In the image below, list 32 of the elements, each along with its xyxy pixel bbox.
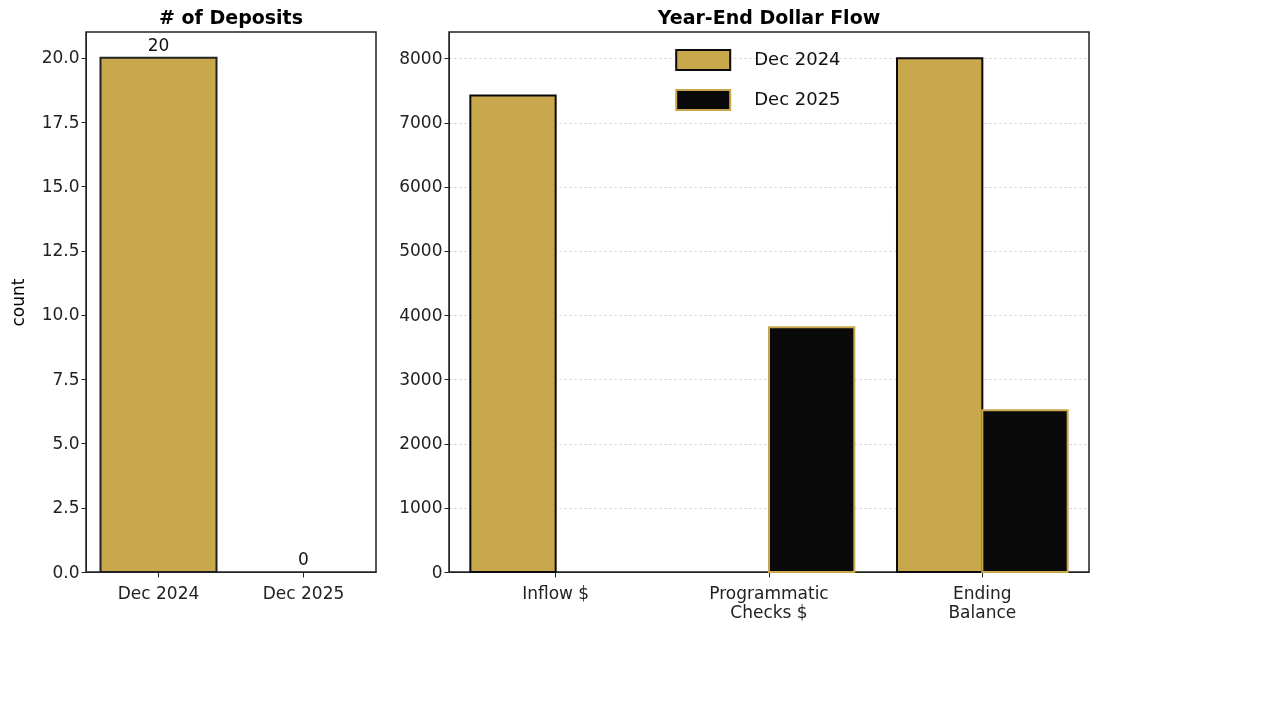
x-tick-label: Ending Balance [948, 582, 1017, 622]
chart-title: # of Deposits [159, 6, 303, 28]
y-tick-label: 20.0 [41, 47, 80, 68]
x-tick-label: Programmatic Checks $ [709, 582, 829, 622]
x-tick-label: Dec 2025 [262, 582, 345, 603]
y-tick-label: 1000 [399, 497, 443, 518]
y-axis-title: count [7, 278, 28, 327]
data-label: 20 [147, 34, 170, 55]
x-tick-label: Inflow $ [522, 582, 590, 603]
x-tick-label: Dec 2024 [117, 582, 200, 603]
y-tick-label: 8000 [399, 47, 443, 68]
y-tick-label: 2000 [399, 433, 443, 454]
y-tick-label: 17.5 [41, 111, 80, 132]
y-tick-label: 7.5 [52, 368, 80, 389]
bar [768, 326, 856, 573]
y-tick-label: 7000 [399, 112, 443, 133]
bar [469, 94, 557, 573]
y-tick-label: 6000 [399, 176, 443, 197]
y-tick-label: 3000 [399, 368, 443, 389]
data-label: 0 [298, 549, 309, 569]
y-tick-label: 0 [431, 561, 443, 582]
y-tick-label: 4000 [399, 304, 443, 325]
y-tick-label: 15.0 [41, 175, 80, 196]
y-tick-label: 2.5 [52, 497, 80, 518]
y-tick-label: 0.0 [52, 561, 80, 582]
y-tick-label: 10.0 [41, 304, 80, 325]
y-tick-label: 12.5 [41, 240, 80, 261]
chart-title: Year-End Dollar Flow [656, 6, 881, 28]
legend-label: Dec 2024 [754, 48, 841, 69]
y-tick-label: 5.0 [52, 432, 80, 453]
legend-label: Dec 2025 [754, 88, 841, 109]
y-tick-label: 5000 [399, 240, 443, 261]
